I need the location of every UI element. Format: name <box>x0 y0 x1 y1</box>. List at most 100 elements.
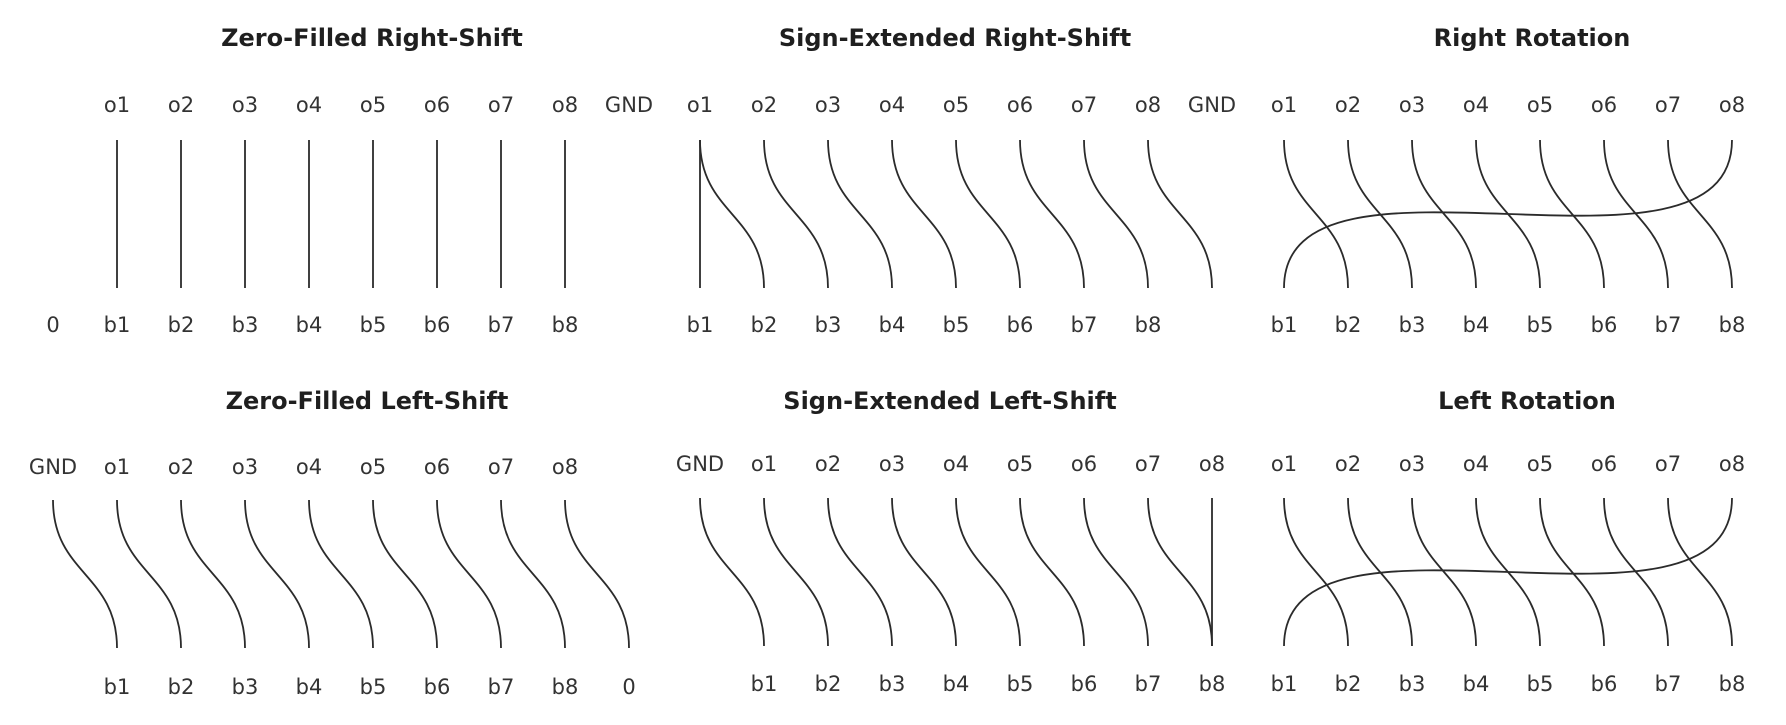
top-label: o8 <box>1719 452 1745 476</box>
bottom-label: 0 <box>622 675 635 699</box>
panel-title: Right Rotation <box>1434 24 1631 52</box>
wire <box>1283 497 1349 647</box>
top-label: o1 <box>687 93 713 117</box>
bottom-label: b7 <box>1071 313 1098 337</box>
panel-title: Sign-Extended Right-Shift <box>779 24 1131 52</box>
bottom-label: b2 <box>751 313 778 337</box>
top-label: o6 <box>1591 452 1617 476</box>
bottom-label: b1 <box>104 675 131 699</box>
top-label: GND <box>1188 93 1236 117</box>
bottom-label: b3 <box>815 313 842 337</box>
bottom-label: b6 <box>424 675 451 699</box>
top-label: o3 <box>1399 452 1425 476</box>
bottom-label: b2 <box>1335 672 1362 696</box>
top-label: o8 <box>1719 93 1745 117</box>
wire <box>955 497 1021 647</box>
bottom-label: b4 <box>943 672 970 696</box>
bottom-label: b5 <box>360 675 387 699</box>
wire <box>1083 497 1149 647</box>
bottom-label: b5 <box>360 313 387 337</box>
wire <box>699 139 765 289</box>
bottom-label: b5 <box>1527 313 1554 337</box>
bottom-label: b1 <box>104 313 131 337</box>
top-label: o1 <box>104 455 130 479</box>
wire <box>180 499 246 649</box>
wire <box>763 497 829 647</box>
top-label: o4 <box>1463 93 1489 117</box>
wire <box>436 499 502 649</box>
bottom-label: b3 <box>232 313 259 337</box>
panel-sign-extended-left-shift: Sign-Extended Left-Shift GND o1 o2 o3 o4 o5 o6 o… <box>676 387 1225 696</box>
top-label: GND <box>605 93 653 117</box>
wire <box>1147 139 1213 289</box>
top-label: o7 <box>1135 452 1161 476</box>
top-label: o2 <box>815 452 841 476</box>
panel-title: Sign-Extended Left-Shift <box>783 387 1116 415</box>
bottom-label: b5 <box>1007 672 1034 696</box>
top-label: o5 <box>1527 452 1553 476</box>
top-label: o7 <box>1655 452 1681 476</box>
wire <box>1283 139 1349 289</box>
bottom-label: 0 <box>46 313 59 337</box>
bottom-label: b3 <box>1399 672 1426 696</box>
wire <box>52 499 118 649</box>
bottom-label: b7 <box>1655 672 1682 696</box>
bottom-label: b4 <box>296 313 323 337</box>
bottom-label: b1 <box>687 313 714 337</box>
bottom-label: b8 <box>552 313 579 337</box>
top-label: o3 <box>232 455 258 479</box>
bottom-label: b4 <box>1463 672 1490 696</box>
bottom-label: b8 <box>1719 313 1746 337</box>
top-label: o2 <box>1335 93 1361 117</box>
top-label: o2 <box>168 455 194 479</box>
top-label: o6 <box>1071 452 1097 476</box>
bottom-label: b6 <box>1591 672 1618 696</box>
wire <box>1539 139 1605 289</box>
top-label: o1 <box>1271 93 1297 117</box>
wire <box>372 499 438 649</box>
bottom-label: b7 <box>488 675 515 699</box>
top-label: o3 <box>815 93 841 117</box>
top-label: o1 <box>104 93 130 117</box>
top-label: o6 <box>1591 93 1617 117</box>
top-label: o3 <box>879 452 905 476</box>
top-label: o6 <box>424 455 450 479</box>
bottom-label: b7 <box>488 313 515 337</box>
bottom-label: b7 <box>1135 672 1162 696</box>
top-label: o8 <box>1199 452 1225 476</box>
wire <box>500 499 566 649</box>
wire <box>763 139 829 289</box>
panel-zero-filled-left-shift: Zero-Filled Left-Shift GND o1 o2 o3 o4 o5 o6 o7 o… <box>29 387 636 699</box>
bottom-label: b2 <box>1335 313 1362 337</box>
top-label: o2 <box>1335 452 1361 476</box>
wire <box>1019 139 1085 289</box>
bottom-label: b2 <box>168 675 195 699</box>
wire <box>116 499 182 649</box>
wire <box>955 139 1021 289</box>
bottom-label: b4 <box>1463 313 1490 337</box>
bottom-label: b8 <box>552 675 579 699</box>
panel-title: Zero-Filled Left-Shift <box>226 387 509 415</box>
top-label: o8 <box>552 93 578 117</box>
top-label: o4 <box>943 452 969 476</box>
wire <box>244 499 310 649</box>
bottom-label: b6 <box>1071 672 1098 696</box>
wire <box>699 497 765 647</box>
wire <box>1019 497 1085 647</box>
bottom-label: b6 <box>1591 313 1618 337</box>
wire <box>891 139 957 289</box>
wire <box>1667 139 1733 289</box>
bottom-label: b8 <box>1135 313 1162 337</box>
top-label: o7 <box>488 93 514 117</box>
bottom-label: b5 <box>943 313 970 337</box>
top-label: o7 <box>1071 93 1097 117</box>
wire <box>1283 497 1733 647</box>
bottom-label: b5 <box>1527 672 1554 696</box>
panel-sign-extended-right-shift: Sign-Extended Right-Shift o1 o2 o3 o4 o5 o6 o7 o… <box>687 24 1236 337</box>
top-label: o8 <box>552 455 578 479</box>
top-label: o3 <box>232 93 258 117</box>
top-label: o4 <box>879 93 905 117</box>
panel-title: Zero-Filled Right-Shift <box>221 24 523 52</box>
